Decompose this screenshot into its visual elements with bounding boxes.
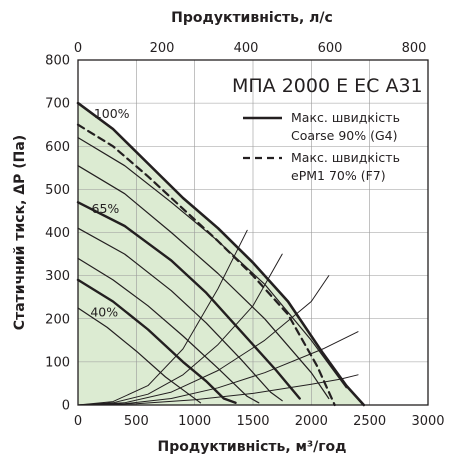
operating-area-fill [78, 103, 364, 405]
legend-label-solid-2: Coarse 90% (G4) [291, 128, 398, 143]
plot-frame [77, 59, 429, 406]
y-tick-label: 300 [45, 269, 70, 284]
y-tick-label: 200 [45, 312, 70, 327]
speed-label-65: 65% [92, 201, 120, 216]
y-tick-label: 600 [45, 140, 70, 155]
y-tick-label: 800 [45, 54, 70, 69]
x-tick-label: 500 [124, 414, 149, 429]
curve-speed-thin-8 [77, 307, 202, 404]
x2-axis-title: Продуктивність, л/с [171, 10, 333, 26]
y-axis-title: Статичний тиск, ΔP (Па) [12, 135, 28, 330]
legend: Макс. швидкість Coarse 90% (G4) Макс. шв… [243, 110, 400, 183]
curve-speed-thin-5 [77, 227, 283, 402]
curve-dashed-1 [76, 123, 336, 407]
speed-label-100: 100% [94, 106, 130, 121]
x-tick-label: 1500 [236, 414, 269, 429]
x2-tick-label: 400 [234, 41, 259, 56]
chart-title: МПА 2000 E EC A31 [232, 75, 423, 97]
x2-tick-label: 200 [150, 41, 175, 56]
curve-speed-thin-3 [77, 165, 330, 400]
operating-area [78, 103, 364, 405]
y-tick-label: 700 [45, 97, 70, 112]
x-tick-label: 2000 [295, 414, 328, 429]
legend-label-dashed-2: ePM1 70% (F7) [291, 168, 386, 183]
x-axis-title: Продуктивність, м³/год [158, 439, 347, 455]
x-tick-label: 2500 [353, 414, 386, 429]
y-tick-label: 400 [45, 226, 70, 241]
y-tick-label: 100 [45, 355, 70, 370]
tick-labels: 0 500 1000 1500 2000 2500 3000 0 200 400 600 800 0 10… [45, 41, 444, 429]
curve-speed-thick-7 [76, 278, 237, 404]
curve-solid-thick-0 [76, 101, 366, 407]
y-tick-label: 0 [62, 399, 70, 414]
x2-tick-label: 0 [74, 41, 82, 56]
x2-tick-label: 600 [318, 41, 343, 56]
y-tick-label: 500 [45, 183, 70, 198]
legend-label-dashed-1: Макс. швидкість [291, 150, 400, 165]
curve-speed-thin-6 [77, 257, 260, 404]
x2-tick-label: 800 [402, 41, 427, 56]
speed-label-40: 40% [90, 304, 118, 319]
curves [76, 101, 366, 407]
x-tick-label: 1000 [178, 414, 211, 429]
legend-label-solid-1: Макс. швидкість [291, 110, 400, 125]
x-tick-label: 3000 [411, 414, 444, 429]
curve-system-11 [77, 275, 330, 406]
curve-system-10 [77, 253, 283, 406]
x-tick-label: 0 [74, 414, 82, 429]
curve-speed-thick-4 [76, 201, 301, 400]
